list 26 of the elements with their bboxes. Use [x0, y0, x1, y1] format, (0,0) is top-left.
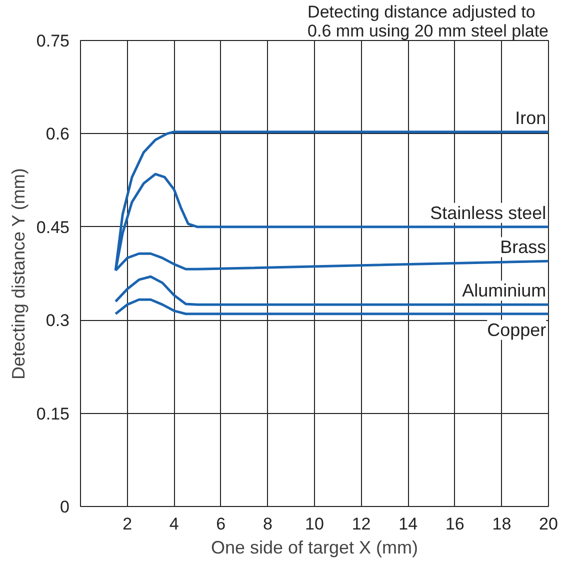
- y-tick-label: 0.6: [46, 124, 70, 144]
- x-tick-label: 20: [539, 514, 558, 534]
- y-tick-label: 0.3: [46, 311, 70, 330]
- series-label: Stainless steel: [430, 202, 546, 223]
- x-tick-label: 18: [492, 514, 512, 534]
- series-label: Aluminium: [462, 280, 546, 301]
- annotation: Detecting distance adjusted to 0.6 mm using 20 mm steel plate: [308, 2, 549, 40]
- x-tick-label: 10: [305, 514, 324, 534]
- y-tick-label: 0.45: [36, 218, 70, 237]
- x-tick-label: 14: [398, 514, 418, 534]
- x-tick-label: 8: [262, 514, 272, 534]
- x-tick-label: 2: [122, 514, 132, 534]
- x-tick-label: 4: [169, 514, 179, 534]
- series-label: Copper: [487, 320, 546, 340]
- line-series: [114, 298, 548, 316]
- line-series: [114, 275, 548, 306]
- y-axis-title: Detecting distance Y (mm): [8, 168, 28, 380]
- x-tick-label: 6: [216, 514, 226, 534]
- series-label: Brass: [500, 237, 546, 258]
- y-tick-label: 0: [60, 498, 70, 516]
- x-tick-label: 16: [445, 514, 464, 534]
- y-tick-label: 0.15: [36, 404, 70, 424]
- x-tick-label: 12: [352, 514, 371, 534]
- series-label: Iron: [515, 108, 546, 128]
- x-axis-title: One side of target X (mm): [210, 538, 418, 558]
- y-tick-label: 0.75: [36, 32, 70, 50]
